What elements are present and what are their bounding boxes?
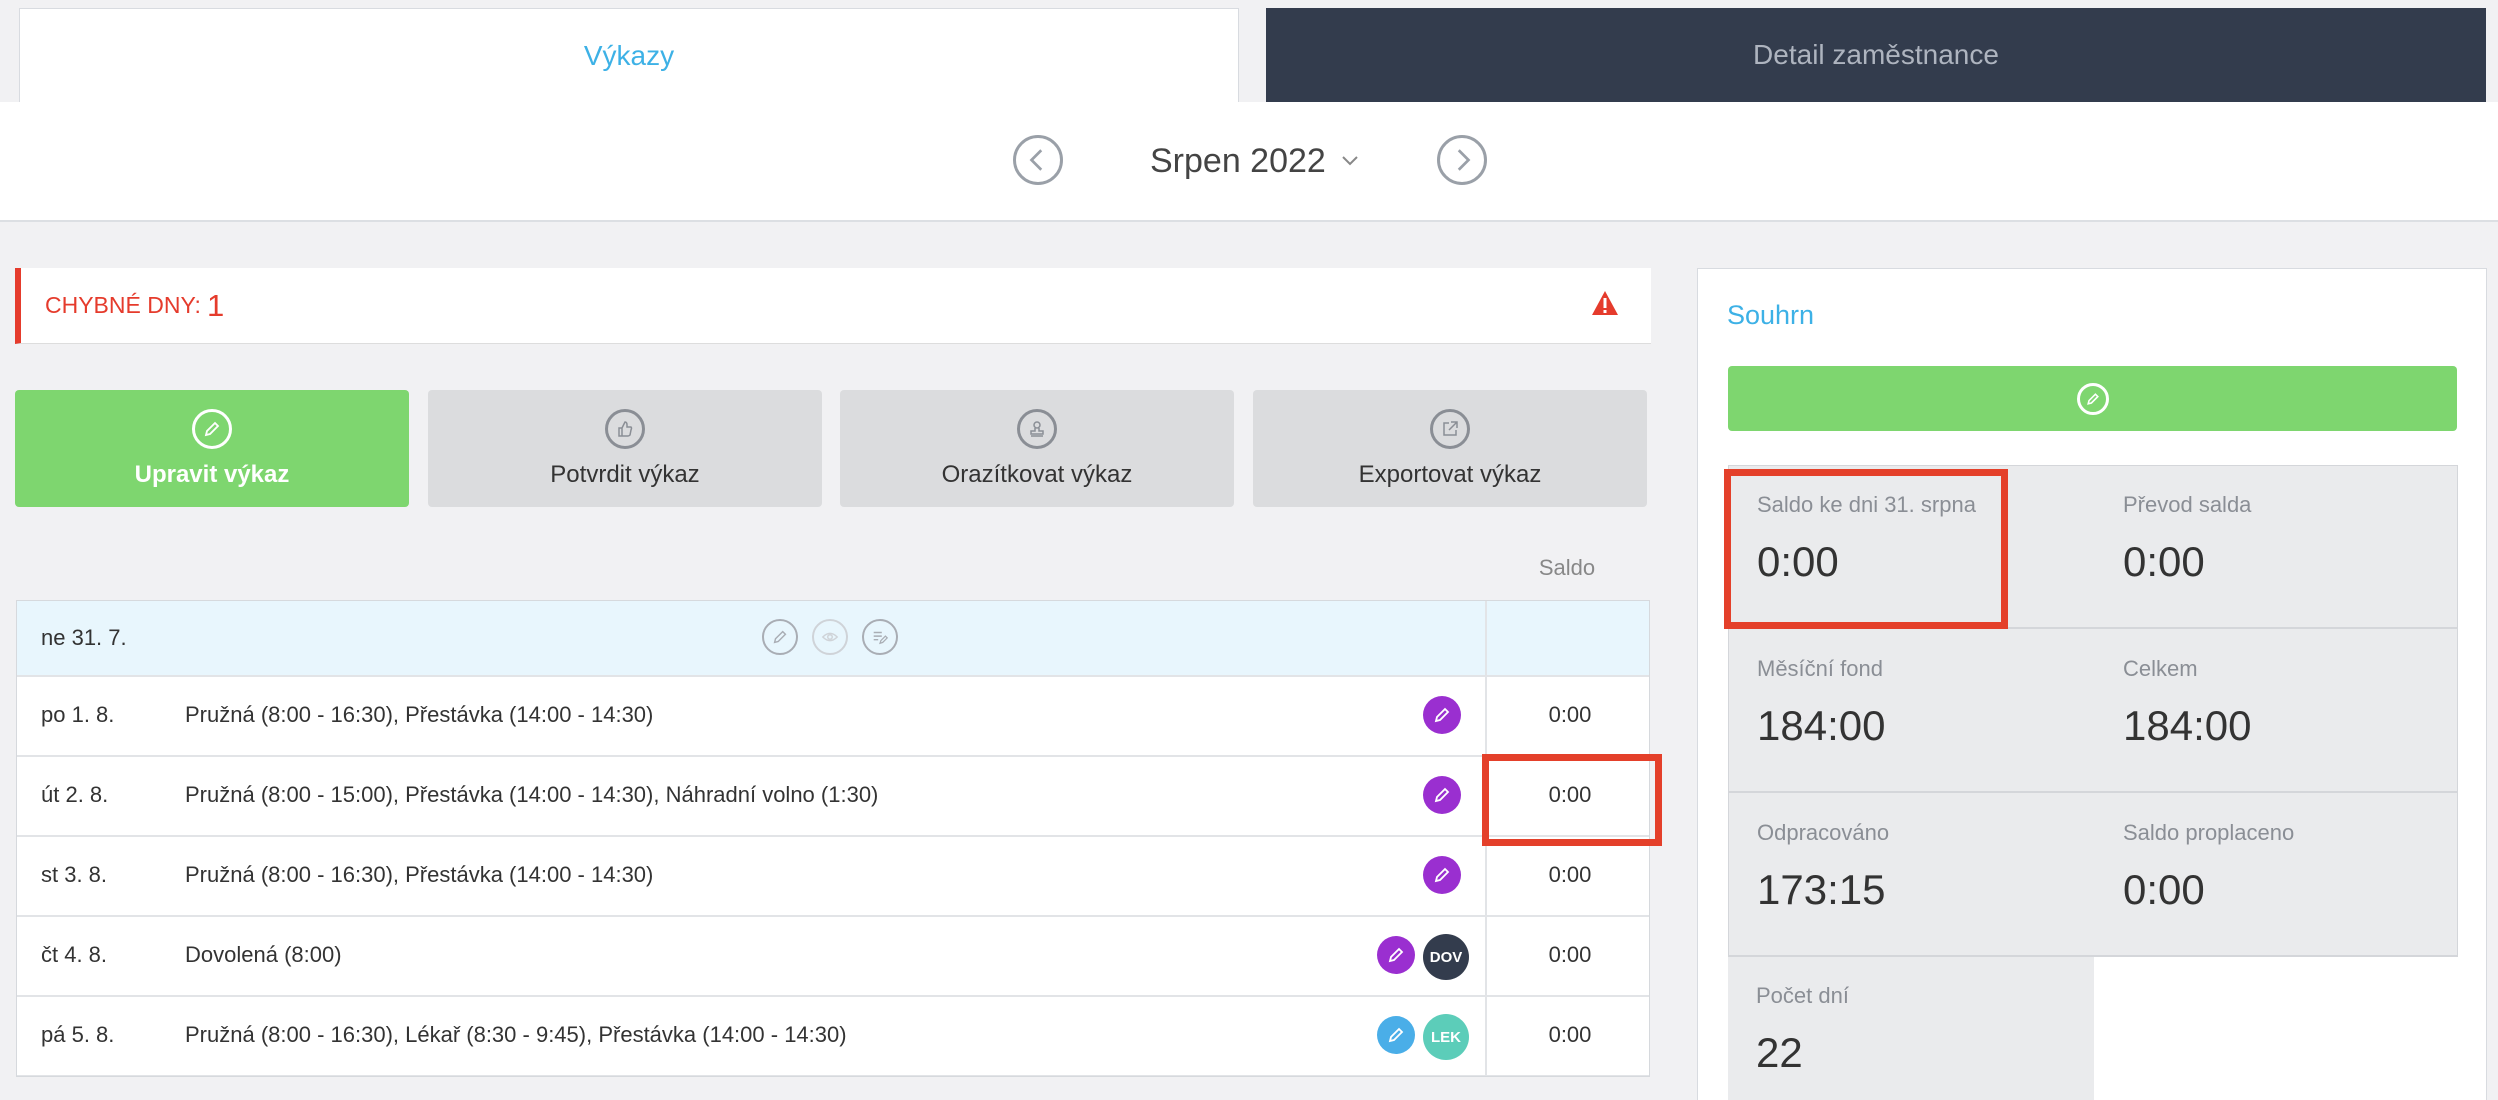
row-date: út 2. 8. bbox=[41, 782, 109, 807]
table-row[interactable]: po 1. 8. Pružná (8:00 - 16:30), Přestávk… bbox=[17, 675, 1649, 757]
table-row[interactable]: st 3. 8. Pružná (8:00 - 16:30), Přestávk… bbox=[17, 835, 1649, 917]
summary-item-value: 22 bbox=[1756, 1029, 1803, 1076]
row-date: pá 5. 8. bbox=[41, 1022, 115, 1047]
summary-item-label: Saldo proplaceno bbox=[2123, 820, 2295, 845]
summary-item-label: Saldo ke dni 31. srpna bbox=[1757, 492, 1976, 517]
export-icon bbox=[1430, 408, 1470, 449]
chevron-left-icon bbox=[1029, 149, 1043, 171]
row-description: Pružná (8:00 - 16:30), Lékař (8:30 - 9:4… bbox=[185, 1022, 847, 1047]
edit-day-button[interactable] bbox=[1377, 1016, 1415, 1054]
stamp-icon bbox=[1017, 408, 1057, 449]
row-description: Pružná (8:00 - 15:00), Přestávka (14:00 … bbox=[185, 782, 879, 807]
edit-day-button[interactable] bbox=[1423, 776, 1461, 814]
row-description: Pružná (8:00 - 16:30), Přestávka (14:00 … bbox=[185, 862, 654, 887]
tab-detail-zamestnance[interactable]: Detail zaměstnance bbox=[1266, 8, 2486, 102]
doctor-badge[interactable]: LEK bbox=[1423, 1014, 1469, 1060]
table-row[interactable]: čt 4. 8. Dovolená (8:00) DOV 0:00 bbox=[17, 915, 1649, 997]
pencil-icon bbox=[1434, 787, 1450, 803]
pencil-icon bbox=[192, 408, 232, 449]
summary-item-value: 184:00 bbox=[2123, 702, 2252, 749]
pencil-icon bbox=[1434, 867, 1450, 883]
export-report-button[interactable]: Exportovat výkaz bbox=[1253, 390, 1647, 507]
error-days-banner: CHYBNÉ DNY: 1 bbox=[15, 268, 1651, 344]
summary-item-label: Odpracováno bbox=[1757, 820, 1890, 845]
month-selector[interactable]: Srpen 2022 bbox=[1150, 136, 1360, 186]
error-days-label: CHYBNÉ DNY: bbox=[45, 292, 201, 318]
summary-edit-button[interactable] bbox=[1728, 366, 2457, 431]
month-label: Srpen 2022 bbox=[1150, 141, 1326, 180]
row-date: po 1. 8. bbox=[41, 702, 115, 727]
highlight-box bbox=[1724, 469, 2008, 629]
row-description: Pružná (8:00 - 16:30), Přestávka (14:00 … bbox=[185, 702, 654, 727]
warning-icon bbox=[1592, 291, 1618, 315]
vacation-badge[interactable]: DOV bbox=[1423, 934, 1469, 980]
summary-item-value: 0:00 bbox=[1757, 538, 1839, 585]
summary-item-pocet-dni: Počet dní 22 bbox=[1728, 957, 2094, 1100]
stamp-report-label: Orazítkovat výkaz bbox=[941, 460, 1133, 488]
tab-vykazy[interactable]: Výkazy bbox=[19, 8, 1239, 102]
previous-month-button[interactable] bbox=[1013, 135, 1063, 185]
summary-item-celkem: Celkem 184:00 bbox=[2095, 630, 2457, 790]
row-saldo: 0:00 bbox=[1485, 995, 1649, 1075]
summary-item-label: Měsíční fond bbox=[1757, 656, 1883, 681]
next-week-row-partial bbox=[16, 1076, 1650, 1100]
summary-item-value: 184:00 bbox=[1757, 702, 1886, 749]
chevron-down-icon bbox=[1342, 156, 1358, 166]
pencil-icon bbox=[1388, 1027, 1404, 1043]
divider bbox=[1728, 955, 2458, 957]
error-days-count: 1 bbox=[206, 287, 225, 323]
edit-day-button[interactable] bbox=[1423, 856, 1461, 894]
confirm-report-button[interactable]: Potvrdit výkaz bbox=[428, 390, 822, 507]
summary-item-label: Celkem bbox=[2123, 656, 2198, 681]
row-saldo: 0:00 bbox=[1485, 915, 1649, 995]
confirm-report-label: Potvrdit výkaz bbox=[550, 460, 700, 488]
eye-icon[interactable] bbox=[812, 619, 848, 655]
edit-report-button[interactable]: Upravit výkaz bbox=[15, 390, 409, 507]
pencil-icon bbox=[2076, 382, 2109, 415]
edit-day-button[interactable] bbox=[1377, 936, 1415, 974]
row-date: st 3. 8. bbox=[41, 862, 108, 887]
stamp-report-button[interactable]: Orazítkovat výkaz bbox=[840, 390, 1234, 507]
pencil-icon[interactable] bbox=[762, 619, 798, 655]
highlight-box bbox=[1482, 754, 1662, 846]
thumbs-up-icon bbox=[605, 408, 645, 449]
edit-report-label: Upravit výkaz bbox=[134, 460, 290, 488]
pencil-icon bbox=[1388, 947, 1404, 963]
summary-title: Souhrn bbox=[1727, 300, 1815, 330]
divider bbox=[1728, 791, 2458, 793]
edit-day-button[interactable] bbox=[1423, 696, 1461, 734]
summary-item-prevod-salda: Převod salda 0:00 bbox=[2095, 466, 2457, 626]
row-description: Dovolená (8:00) bbox=[185, 942, 342, 967]
pencil-icon bbox=[1434, 707, 1450, 723]
week-row-date: ne 31. 7. bbox=[41, 625, 127, 650]
table-row[interactable]: út 2. 8. Pružná (8:00 - 15:00), Přestávk… bbox=[17, 755, 1649, 837]
summary-item-odpracovano: Odpracováno 173:15 bbox=[1729, 794, 2093, 954]
week-saldo-cell bbox=[1485, 601, 1649, 675]
saldo-column-header: Saldo bbox=[1538, 555, 1596, 580]
summary-item-value: 0:00 bbox=[2123, 866, 2205, 913]
table-row[interactable]: pá 5. 8. Pružná (8:00 - 16:30), Lékař (8… bbox=[17, 995, 1649, 1077]
summary-item-value: 173:15 bbox=[1757, 866, 1886, 913]
chevron-right-icon bbox=[1457, 149, 1471, 171]
summary-item-label: Počet dní bbox=[1756, 983, 1849, 1008]
row-date: čt 4. 8. bbox=[41, 942, 108, 967]
summary-item-value: 0:00 bbox=[2123, 538, 2205, 585]
row-saldo: 0:00 bbox=[1485, 675, 1649, 755]
week-row: ne 31. 7. bbox=[17, 601, 1649, 677]
summary-item-label: Převod salda bbox=[2123, 492, 2252, 517]
note-edit-icon[interactable] bbox=[862, 619, 898, 655]
summary-item-saldo-ke-dni: Saldo ke dni 31. srpna 0:00 bbox=[1729, 466, 2093, 626]
export-report-label: Exportovat výkaz bbox=[1358, 460, 1542, 488]
next-month-button[interactable] bbox=[1437, 135, 1487, 185]
month-navigation-bar bbox=[0, 102, 2498, 222]
summary-item-mesicni-fond: Měsíční fond 184:00 bbox=[1729, 630, 2093, 790]
summary-item-saldo-proplaceno: Saldo proplaceno 0:00 bbox=[2095, 794, 2457, 954]
row-saldo: 0:00 bbox=[1485, 835, 1649, 915]
report-table: ne 31. 7. po 1. 8. Pružná (8:00 - 16:30)… bbox=[16, 600, 1650, 1100]
divider bbox=[1728, 627, 2458, 629]
